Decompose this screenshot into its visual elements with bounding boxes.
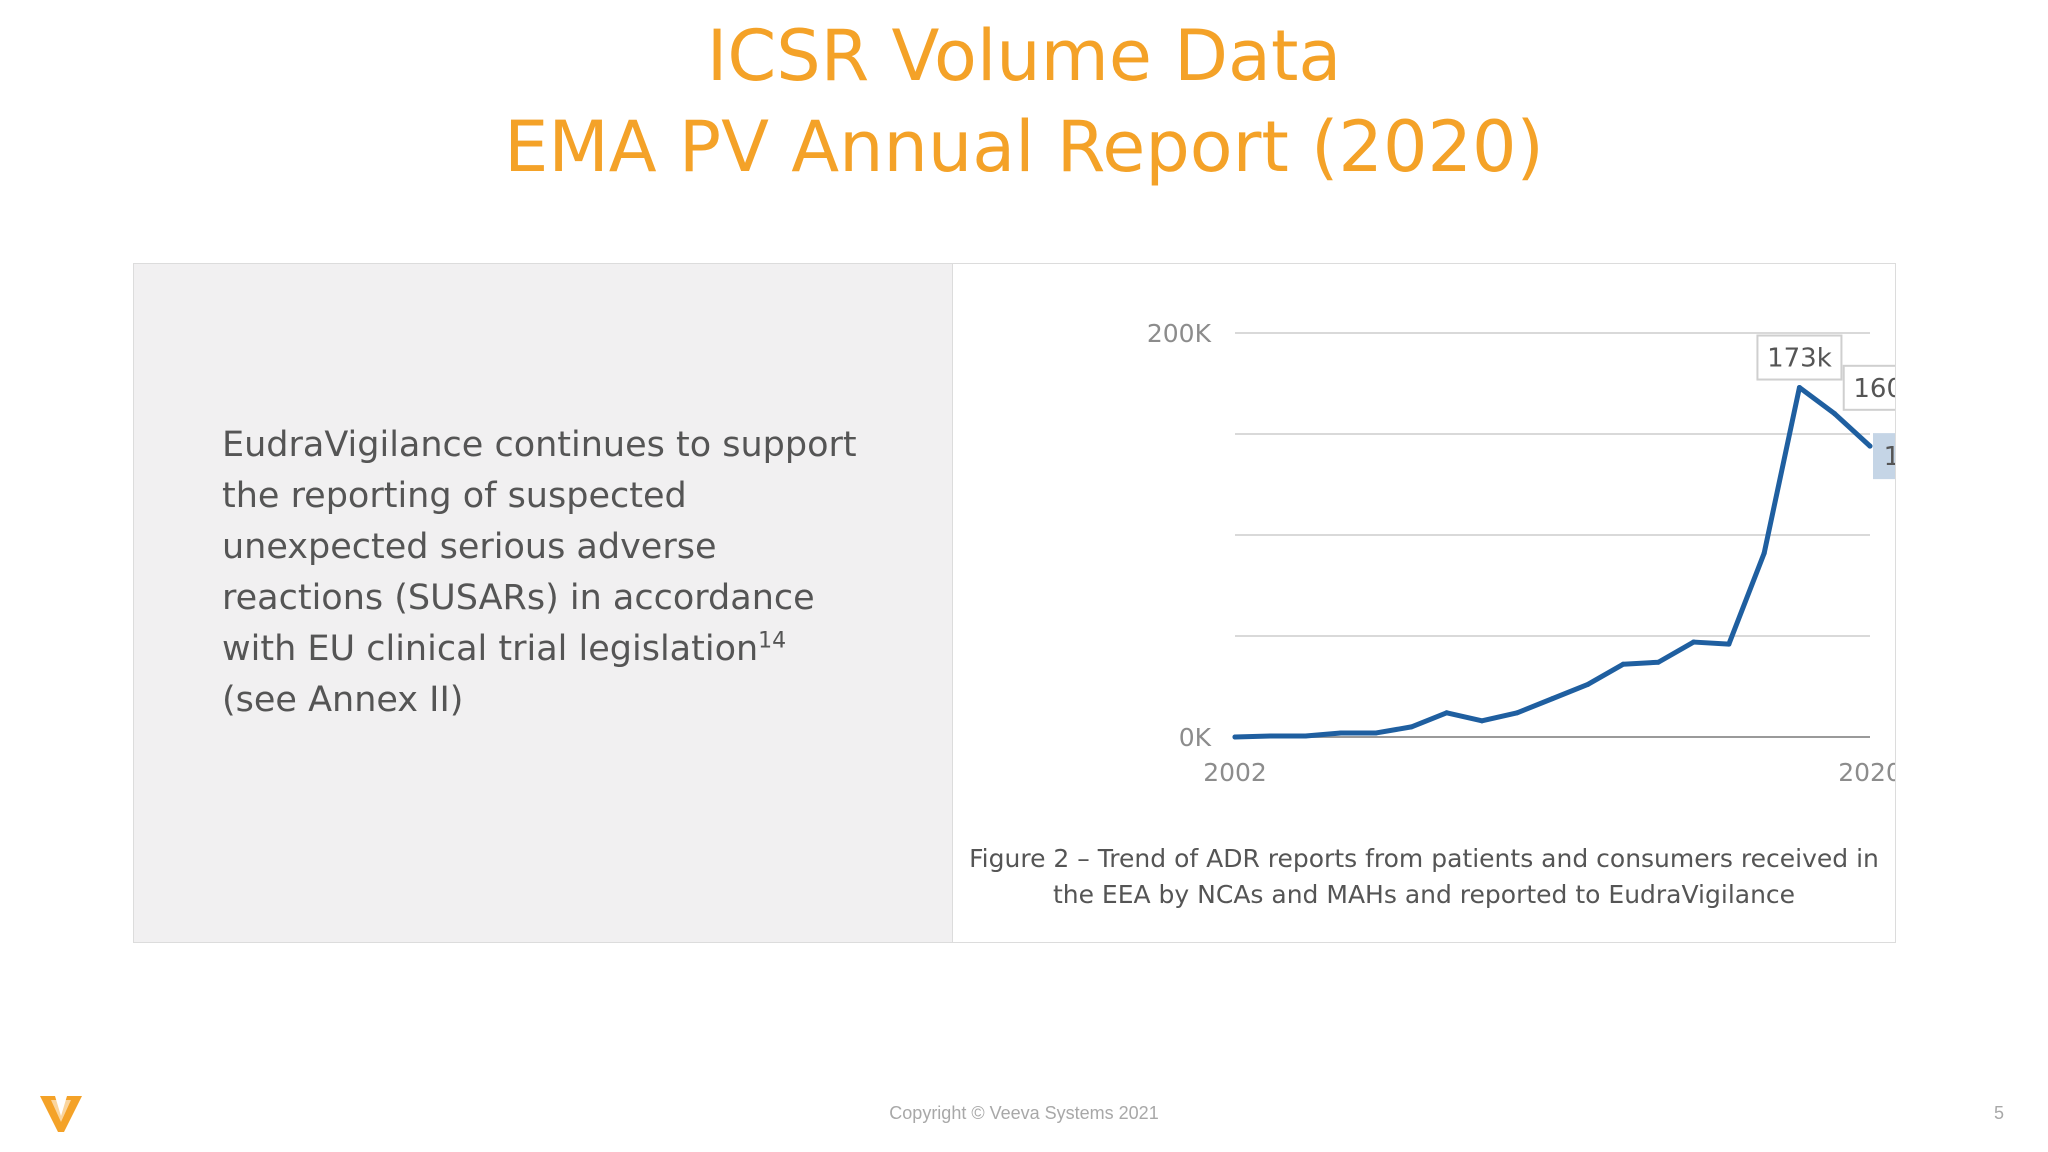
content-panel: EudraVigilance continues to support the … [133,263,1896,943]
page-number: 5 [1993,1103,2004,1123]
data-point [1867,443,1873,449]
data-point [1267,733,1273,739]
data-point [1761,550,1767,556]
data-label: 173k [1767,344,1832,374]
data-point [1691,639,1697,645]
data-point [1620,661,1626,667]
x-tick-label: 2020 [1838,758,1895,787]
data-point [1338,730,1344,736]
text-panel: EudraVigilance continues to support the … [134,264,953,942]
data-label-box [1842,364,1895,411]
data-label: 160k [1853,374,1895,404]
data-point [1832,411,1838,417]
y-tick-label: 0K [1179,723,1212,752]
data-point [1232,734,1238,740]
data-point [1655,659,1661,665]
adr-trend-chart: 0K 200K 2002 2020 173k 160k 144k [1147,319,1895,787]
figure-panel: 0K 200K 2002 2020 173k 160k 144k Figure 2 – Tr… [953,264,1895,942]
body-paragraph: EudraVigilance continues to support the … [222,420,872,726]
body-text: EudraVigilance continues to support the … [222,425,857,669]
data-point [1514,710,1520,716]
slide-title-line2: EMA PV Annual Report (2020) [504,106,1544,188]
data-point [1550,696,1555,702]
footer-copyright: Copyright © Veeva Systems 2021 [889,1103,1159,1123]
data-point [1585,681,1591,687]
y-tick-label: 200K [1147,319,1212,348]
figure-caption: Figure 2 – Trend of ADR reports from pat… [969,844,1879,909]
series-line [1232,385,1873,740]
x-tick-label: 2002 [1203,758,1267,787]
veeva-v-logo-icon [40,1096,82,1132]
data-label-box [1873,433,1895,480]
body-text-tail: (see Annex II) [222,680,464,720]
data-label: 144k [1884,442,1895,472]
data-point [1303,733,1309,739]
data-label-box [1756,334,1843,381]
data-point [1479,718,1485,724]
data-point [1373,730,1379,736]
data-point [1408,724,1414,730]
data-point [1726,641,1732,647]
slide-title-line1: ICSR Volume Data [706,15,1342,97]
footnote-ref: 14 [758,628,787,654]
data-point [1796,385,1802,391]
data-point [1444,710,1450,716]
